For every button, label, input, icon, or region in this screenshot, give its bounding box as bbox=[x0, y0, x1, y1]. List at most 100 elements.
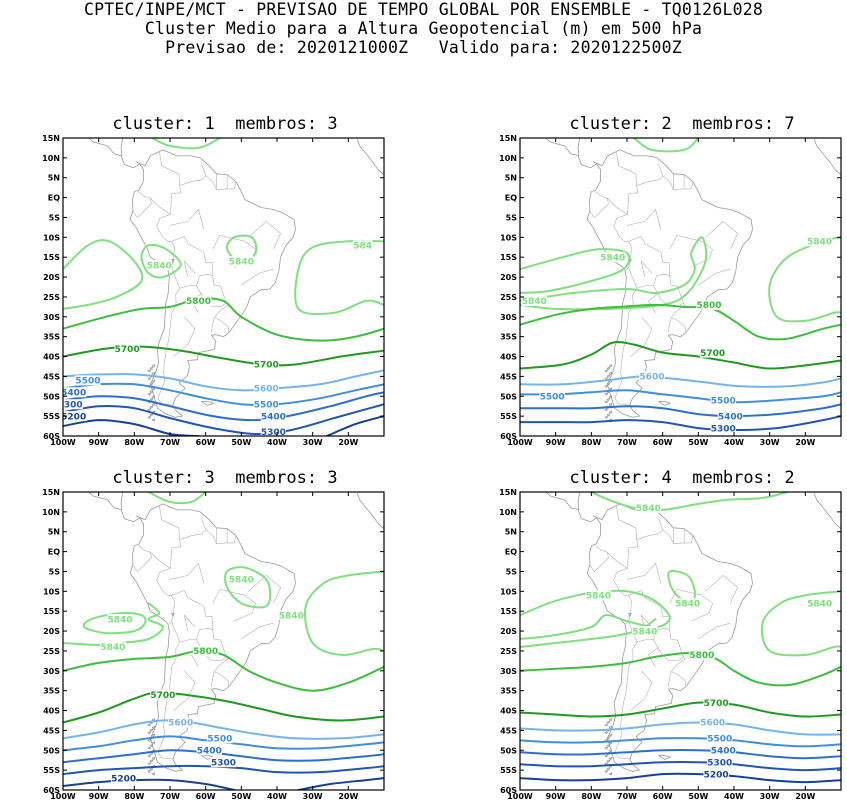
lat-tick-label: 5N bbox=[48, 174, 60, 183]
lat-tick-label: 15S bbox=[500, 253, 517, 262]
contour-5840 bbox=[520, 236, 708, 311]
header-line-3: Previsao de: 2020121000Z Valido para: 20… bbox=[165, 38, 682, 57]
lat-tick-label: EQ bbox=[505, 548, 517, 557]
contour-5600 bbox=[520, 721, 841, 736]
lon-tick-label: 50W bbox=[231, 438, 251, 447]
contour-label-bg bbox=[114, 343, 140, 354]
contour-label-bg bbox=[207, 733, 233, 744]
lon-tick-label: 20W bbox=[795, 792, 815, 801]
contour-label: 5840 bbox=[147, 261, 172, 271]
lat-tick-label: 55S bbox=[500, 412, 517, 421]
lat-tick-label: 5S bbox=[506, 213, 518, 222]
contour-label-bg bbox=[710, 745, 736, 756]
contour-label: 5300 bbox=[707, 758, 732, 768]
header-line-2: Cluster Medio para a Altura Geopotencial… bbox=[144, 19, 703, 38]
contour-label: 5840 bbox=[675, 599, 700, 609]
lon-tick-label: 70W bbox=[160, 438, 180, 447]
lat-tick-label: 30S bbox=[500, 313, 517, 322]
lon-tick-label: 20W bbox=[338, 438, 358, 447]
contour-label-bg bbox=[146, 260, 172, 271]
contour-5200 bbox=[63, 778, 236, 790]
lon-tick-label: 30W bbox=[303, 792, 323, 801]
contour-label-bg bbox=[703, 697, 729, 708]
contour-label-bg bbox=[806, 598, 833, 609]
lat-tick-label: 15N bbox=[42, 488, 60, 497]
contour-label-bg bbox=[196, 745, 222, 756]
lat-tick-label: 40S bbox=[43, 707, 60, 716]
contour-label: 584 bbox=[353, 241, 372, 251]
lat-tick-label: 50S bbox=[500, 392, 517, 401]
lat-tick-label: 20S bbox=[500, 627, 517, 636]
coastline bbox=[88, 492, 384, 776]
contour-5840 bbox=[760, 590, 841, 657]
lat-tick-label: 60S bbox=[500, 432, 517, 441]
lat-tick-label: 35S bbox=[43, 687, 60, 696]
map-frame bbox=[519, 491, 842, 791]
contour-label-bg bbox=[278, 610, 304, 621]
lat-tick-label: 35S bbox=[500, 333, 517, 342]
contour-label-bg bbox=[699, 717, 726, 728]
lat-tick-label: 10N bbox=[499, 508, 517, 517]
lat-tick-label: 20S bbox=[43, 627, 60, 636]
country-borders bbox=[132, 505, 281, 760]
contour-label: 5200 bbox=[61, 412, 86, 422]
lon-tick-label: 30W bbox=[760, 438, 780, 447]
lat-tick-label: 30S bbox=[43, 667, 60, 676]
lon-tick-label: 90W bbox=[89, 792, 109, 801]
contour-label-bg bbox=[210, 757, 237, 768]
contour-5840 bbox=[140, 243, 182, 279]
map-content: 5840 5840 5840 5840 5840 5800 5700 5600 55005400… bbox=[520, 492, 841, 784]
contour-label: 5840 bbox=[229, 257, 254, 267]
contour-label-bg bbox=[352, 240, 373, 251]
contour-5500 bbox=[520, 389, 841, 404]
contour-label: 5700 bbox=[115, 345, 140, 355]
contour-label: 5840 bbox=[807, 238, 832, 248]
lat-tick-label: 50S bbox=[43, 392, 60, 401]
lat-tick-label: 45S bbox=[43, 372, 60, 381]
lat-tick-label: 55S bbox=[43, 766, 60, 775]
lon-tick-label: 90W bbox=[89, 438, 109, 447]
contour-label-bg bbox=[63, 399, 83, 410]
lon-tick-label: 60W bbox=[196, 438, 216, 447]
map-frame bbox=[62, 491, 385, 791]
lat-tick-label: 50S bbox=[43, 746, 60, 755]
contour-label-bg bbox=[192, 645, 219, 656]
contour-label-bg bbox=[632, 626, 658, 637]
lat-tick-label: 10N bbox=[42, 154, 60, 163]
contour-5400 bbox=[520, 749, 841, 760]
contour-label-bg bbox=[100, 641, 126, 652]
lon-tick-label: 40W bbox=[724, 792, 744, 801]
panel-2-title: cluster: 2 membros: 7 bbox=[569, 114, 795, 134]
map-content: 5840 5840 5840 5800 5700 5600 5500 5500 5400 5300 bbox=[520, 138, 841, 434]
contour-label: 5600 bbox=[168, 719, 193, 729]
contour-lines bbox=[520, 138, 841, 432]
lat-tick-label: 50S bbox=[500, 746, 517, 755]
contour-label-bg bbox=[253, 383, 279, 394]
lon-tick-label: 30W bbox=[303, 438, 323, 447]
contour-lines bbox=[63, 492, 384, 790]
lat-tick-label: 5S bbox=[506, 567, 518, 576]
lat-tick-label: 55S bbox=[500, 766, 517, 775]
contour-5200 bbox=[325, 415, 384, 436]
contour-label-bg bbox=[260, 411, 287, 422]
contour-label: 5300 bbox=[58, 400, 83, 410]
lat-tick-label: 15N bbox=[499, 488, 517, 497]
contour-label: 5840 bbox=[279, 611, 304, 621]
contour-5500 bbox=[63, 382, 384, 406]
contour-5300 bbox=[520, 760, 841, 772]
lon-tick-label: 40W bbox=[267, 792, 287, 801]
contour-5840 bbox=[147, 492, 207, 505]
map-frame bbox=[519, 137, 842, 437]
contour-label: 5400 bbox=[718, 412, 743, 422]
contour-label-bg bbox=[696, 299, 722, 310]
lon-tick-label: 50W bbox=[688, 438, 708, 447]
panel-3-title: cluster: 3 membros: 3 bbox=[112, 468, 338, 488]
contour-5840 bbox=[82, 611, 147, 635]
lat-tick-label: 10S bbox=[500, 233, 517, 242]
lat-tick-label: 20S bbox=[43, 273, 60, 282]
lat-tick-label: 5N bbox=[48, 528, 60, 537]
lat-tick-label: 15S bbox=[43, 253, 60, 262]
contour-5700 bbox=[63, 691, 384, 724]
lon-tick-label: 80W bbox=[581, 792, 601, 801]
